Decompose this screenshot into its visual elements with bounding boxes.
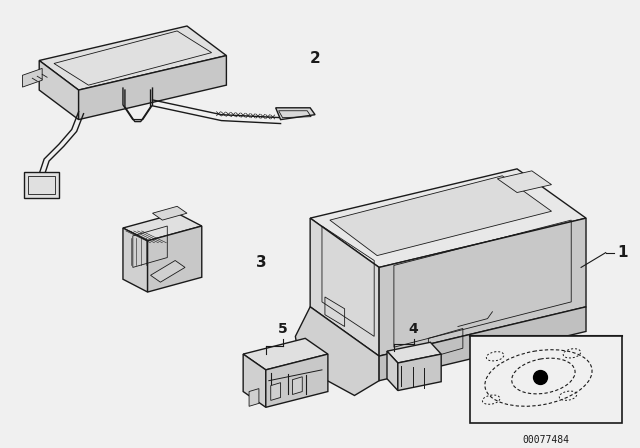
Text: 4: 4 <box>409 323 419 336</box>
Polygon shape <box>150 260 185 282</box>
Polygon shape <box>79 56 227 120</box>
Polygon shape <box>398 354 441 391</box>
Polygon shape <box>148 226 202 292</box>
Polygon shape <box>330 176 552 255</box>
Polygon shape <box>24 172 59 198</box>
Polygon shape <box>296 307 379 396</box>
Polygon shape <box>387 351 398 391</box>
Polygon shape <box>243 354 266 407</box>
Text: 3: 3 <box>256 255 267 270</box>
Polygon shape <box>249 388 259 406</box>
Polygon shape <box>387 342 441 363</box>
Polygon shape <box>243 338 328 370</box>
Polygon shape <box>22 69 42 87</box>
Polygon shape <box>379 218 586 356</box>
Polygon shape <box>266 354 328 407</box>
Polygon shape <box>310 169 586 267</box>
Polygon shape <box>310 218 379 356</box>
Polygon shape <box>379 307 586 381</box>
Polygon shape <box>292 377 302 395</box>
Polygon shape <box>39 26 227 90</box>
Polygon shape <box>271 383 280 401</box>
Text: 5: 5 <box>278 323 287 336</box>
Bar <box>470 336 623 423</box>
Polygon shape <box>123 213 202 241</box>
Polygon shape <box>276 108 315 120</box>
Polygon shape <box>123 228 148 292</box>
Text: 2: 2 <box>310 51 321 66</box>
Polygon shape <box>39 60 79 120</box>
Polygon shape <box>152 207 187 220</box>
Text: 00077484: 00077484 <box>523 435 570 445</box>
Text: 1: 1 <box>618 245 628 260</box>
Polygon shape <box>497 171 552 193</box>
